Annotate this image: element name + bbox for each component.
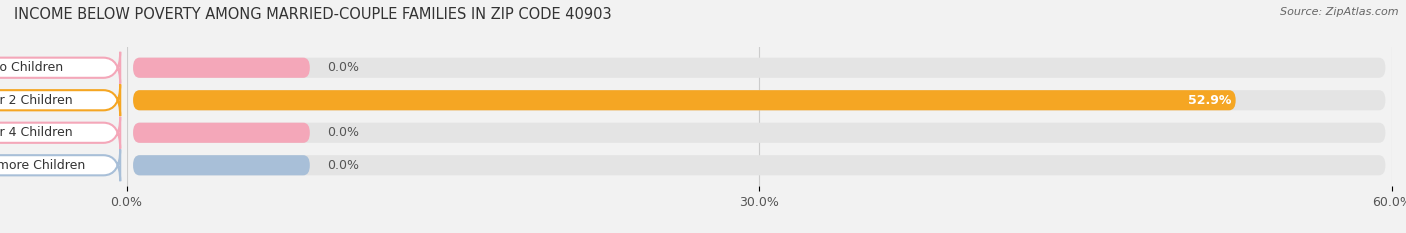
FancyBboxPatch shape	[134, 155, 1385, 175]
FancyBboxPatch shape	[134, 90, 1385, 110]
Text: 0.0%: 0.0%	[326, 159, 359, 172]
FancyBboxPatch shape	[134, 123, 309, 143]
FancyBboxPatch shape	[0, 117, 121, 149]
FancyBboxPatch shape	[134, 58, 309, 78]
FancyBboxPatch shape	[0, 84, 121, 116]
Text: 0.0%: 0.0%	[326, 61, 359, 74]
FancyBboxPatch shape	[0, 52, 121, 84]
FancyBboxPatch shape	[134, 90, 1236, 110]
Text: 3 or 4 Children: 3 or 4 Children	[0, 126, 73, 139]
Text: 52.9%: 52.9%	[1188, 94, 1232, 107]
Text: 1 or 2 Children: 1 or 2 Children	[0, 94, 73, 107]
Text: 0.0%: 0.0%	[326, 126, 359, 139]
Text: Source: ZipAtlas.com: Source: ZipAtlas.com	[1281, 7, 1399, 17]
FancyBboxPatch shape	[134, 58, 1385, 78]
Text: No Children: No Children	[0, 61, 63, 74]
Text: 5 or more Children: 5 or more Children	[0, 159, 84, 172]
FancyBboxPatch shape	[134, 155, 309, 175]
Text: INCOME BELOW POVERTY AMONG MARRIED-COUPLE FAMILIES IN ZIP CODE 40903: INCOME BELOW POVERTY AMONG MARRIED-COUPL…	[14, 7, 612, 22]
FancyBboxPatch shape	[0, 149, 121, 181]
FancyBboxPatch shape	[134, 123, 1385, 143]
